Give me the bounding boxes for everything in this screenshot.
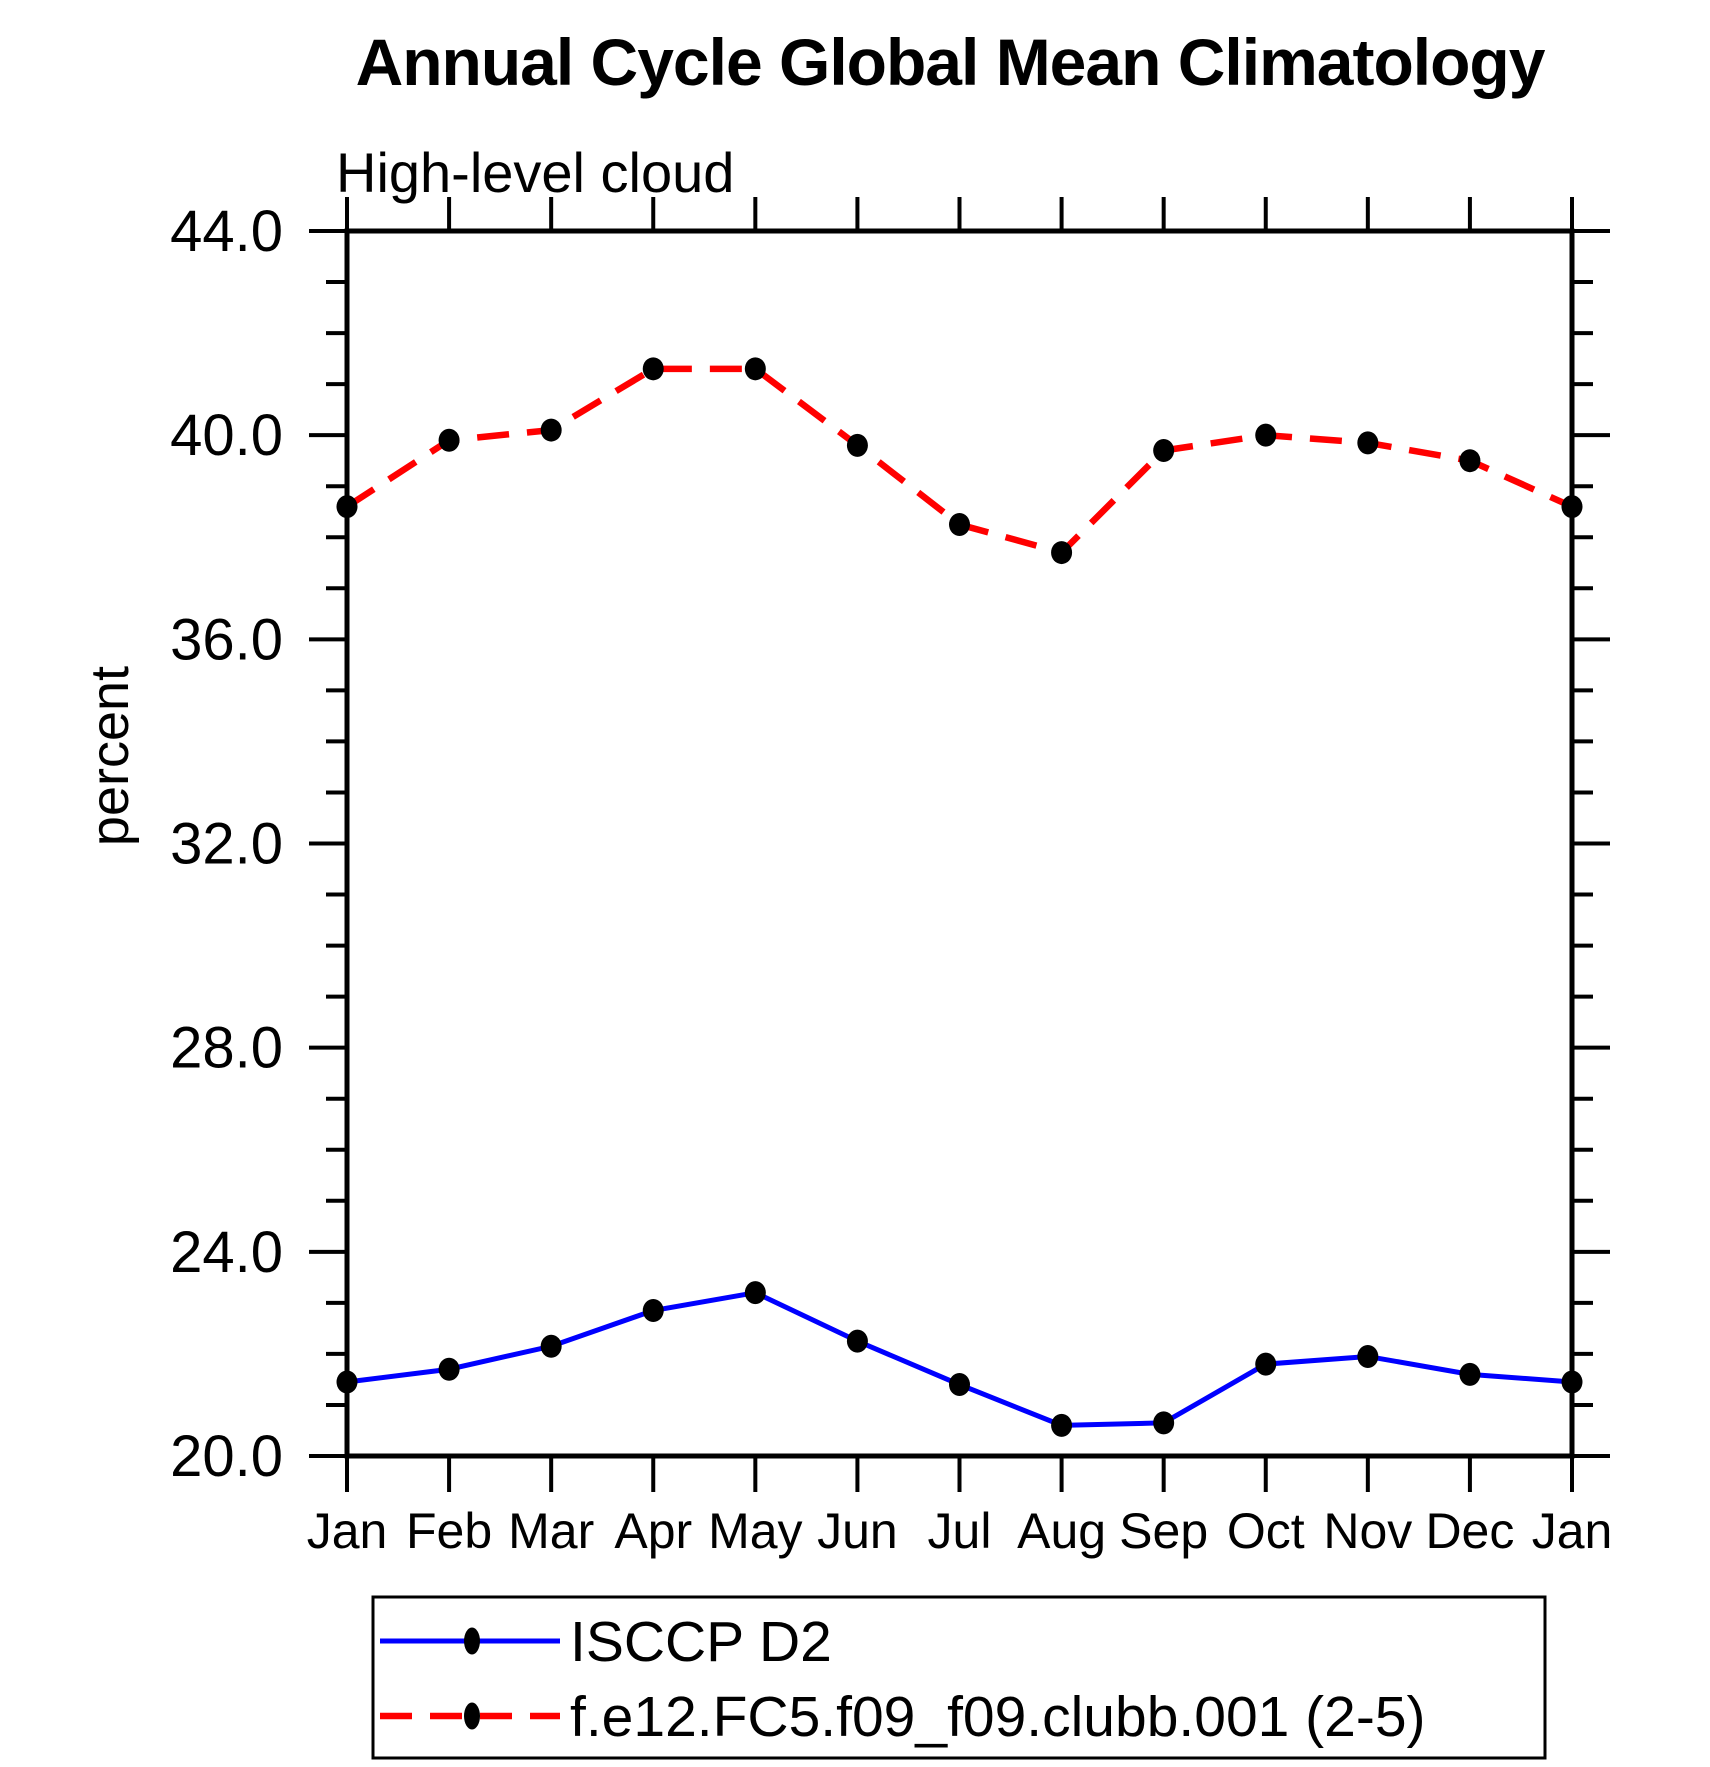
series-marker (642, 1299, 664, 1323)
series-marker (1153, 1411, 1175, 1435)
y-tick-label: 32.0 (170, 812, 283, 877)
series-marker (438, 428, 460, 452)
series-marker (1357, 1344, 1379, 1368)
series-marker (1051, 541, 1073, 565)
x-tick-label: Mar (508, 1503, 594, 1559)
y-axis-label: percent (80, 666, 140, 846)
x-tick-label: Jun (817, 1503, 898, 1559)
x-tick-label: Aug (1017, 1503, 1106, 1559)
series-marker (1561, 1370, 1583, 1394)
series-marker (744, 357, 766, 381)
axes: Jan Feb Mar Apr May Jun Jul Aug Sep Oct Nov Dec Jan 2… (170, 197, 1612, 1559)
series-marker (438, 1357, 460, 1381)
series-marker (336, 1370, 358, 1394)
x-tick-label: Feb (406, 1503, 492, 1559)
legend-box (371, 1595, 1547, 1760)
x-tick-label: Sep (1119, 1503, 1208, 1559)
series-marker (540, 1334, 562, 1358)
x-tick-label: Jan (307, 1503, 388, 1559)
x-tick-label: Dec (1425, 1503, 1514, 1559)
y-tick-label: 44.0 (170, 199, 283, 264)
series-marker (744, 1281, 766, 1305)
plot-frame (344, 228, 1575, 1459)
series-marker (540, 418, 562, 442)
series-marker (1459, 1362, 1481, 1386)
series-marker (949, 1373, 970, 1397)
y-tick-label: 20.0 (170, 1424, 283, 1489)
y-tick-label: 36.0 (170, 607, 283, 672)
y-tick-label: 28.0 (170, 1016, 283, 1081)
data-series (336, 357, 1583, 1437)
series-marker (949, 512, 970, 536)
legend-label-isccp-d2: ISCCP D2 (570, 1610, 832, 1674)
series-marker (1561, 495, 1583, 519)
series-marker (1051, 1413, 1073, 1437)
series-marker (1357, 431, 1379, 455)
legend-marker-circle (464, 1702, 480, 1730)
series-line-0 (346, 1290, 1573, 1428)
series-marker (1255, 1352, 1277, 1376)
series-marker (846, 433, 868, 457)
series-marker (1153, 438, 1175, 462)
chart-subtitle: High-level cloud (336, 141, 734, 204)
series-marker (1255, 423, 1277, 447)
x-tick-label: Nov (1323, 1503, 1412, 1559)
legend-label-model-run: f.e12.FC5.f09_f09.clubb.001 (2-5) (570, 1685, 1426, 1749)
chart-title: Annual Cycle Global Mean Climatology (356, 25, 1546, 99)
series-marker (846, 1329, 868, 1353)
x-tick-label: Jul (928, 1503, 992, 1559)
x-tick-label: Apr (614, 1503, 692, 1559)
x-tick-label: Jan (1532, 1503, 1613, 1559)
legend: ISCCP D2 f.e12.FC5.f09_f09.clubb.001 (2-… (371, 1595, 1547, 1760)
series-marker (642, 357, 664, 381)
y-tick-label: 24.0 (170, 1220, 283, 1285)
series-marker (1459, 449, 1481, 473)
legend-marker-circle (464, 1627, 480, 1655)
x-tick-label: Oct (1227, 1503, 1305, 1559)
y-tick-label: 40.0 (170, 403, 283, 468)
series-marker (336, 495, 358, 519)
x-tick-label: May (708, 1503, 802, 1559)
